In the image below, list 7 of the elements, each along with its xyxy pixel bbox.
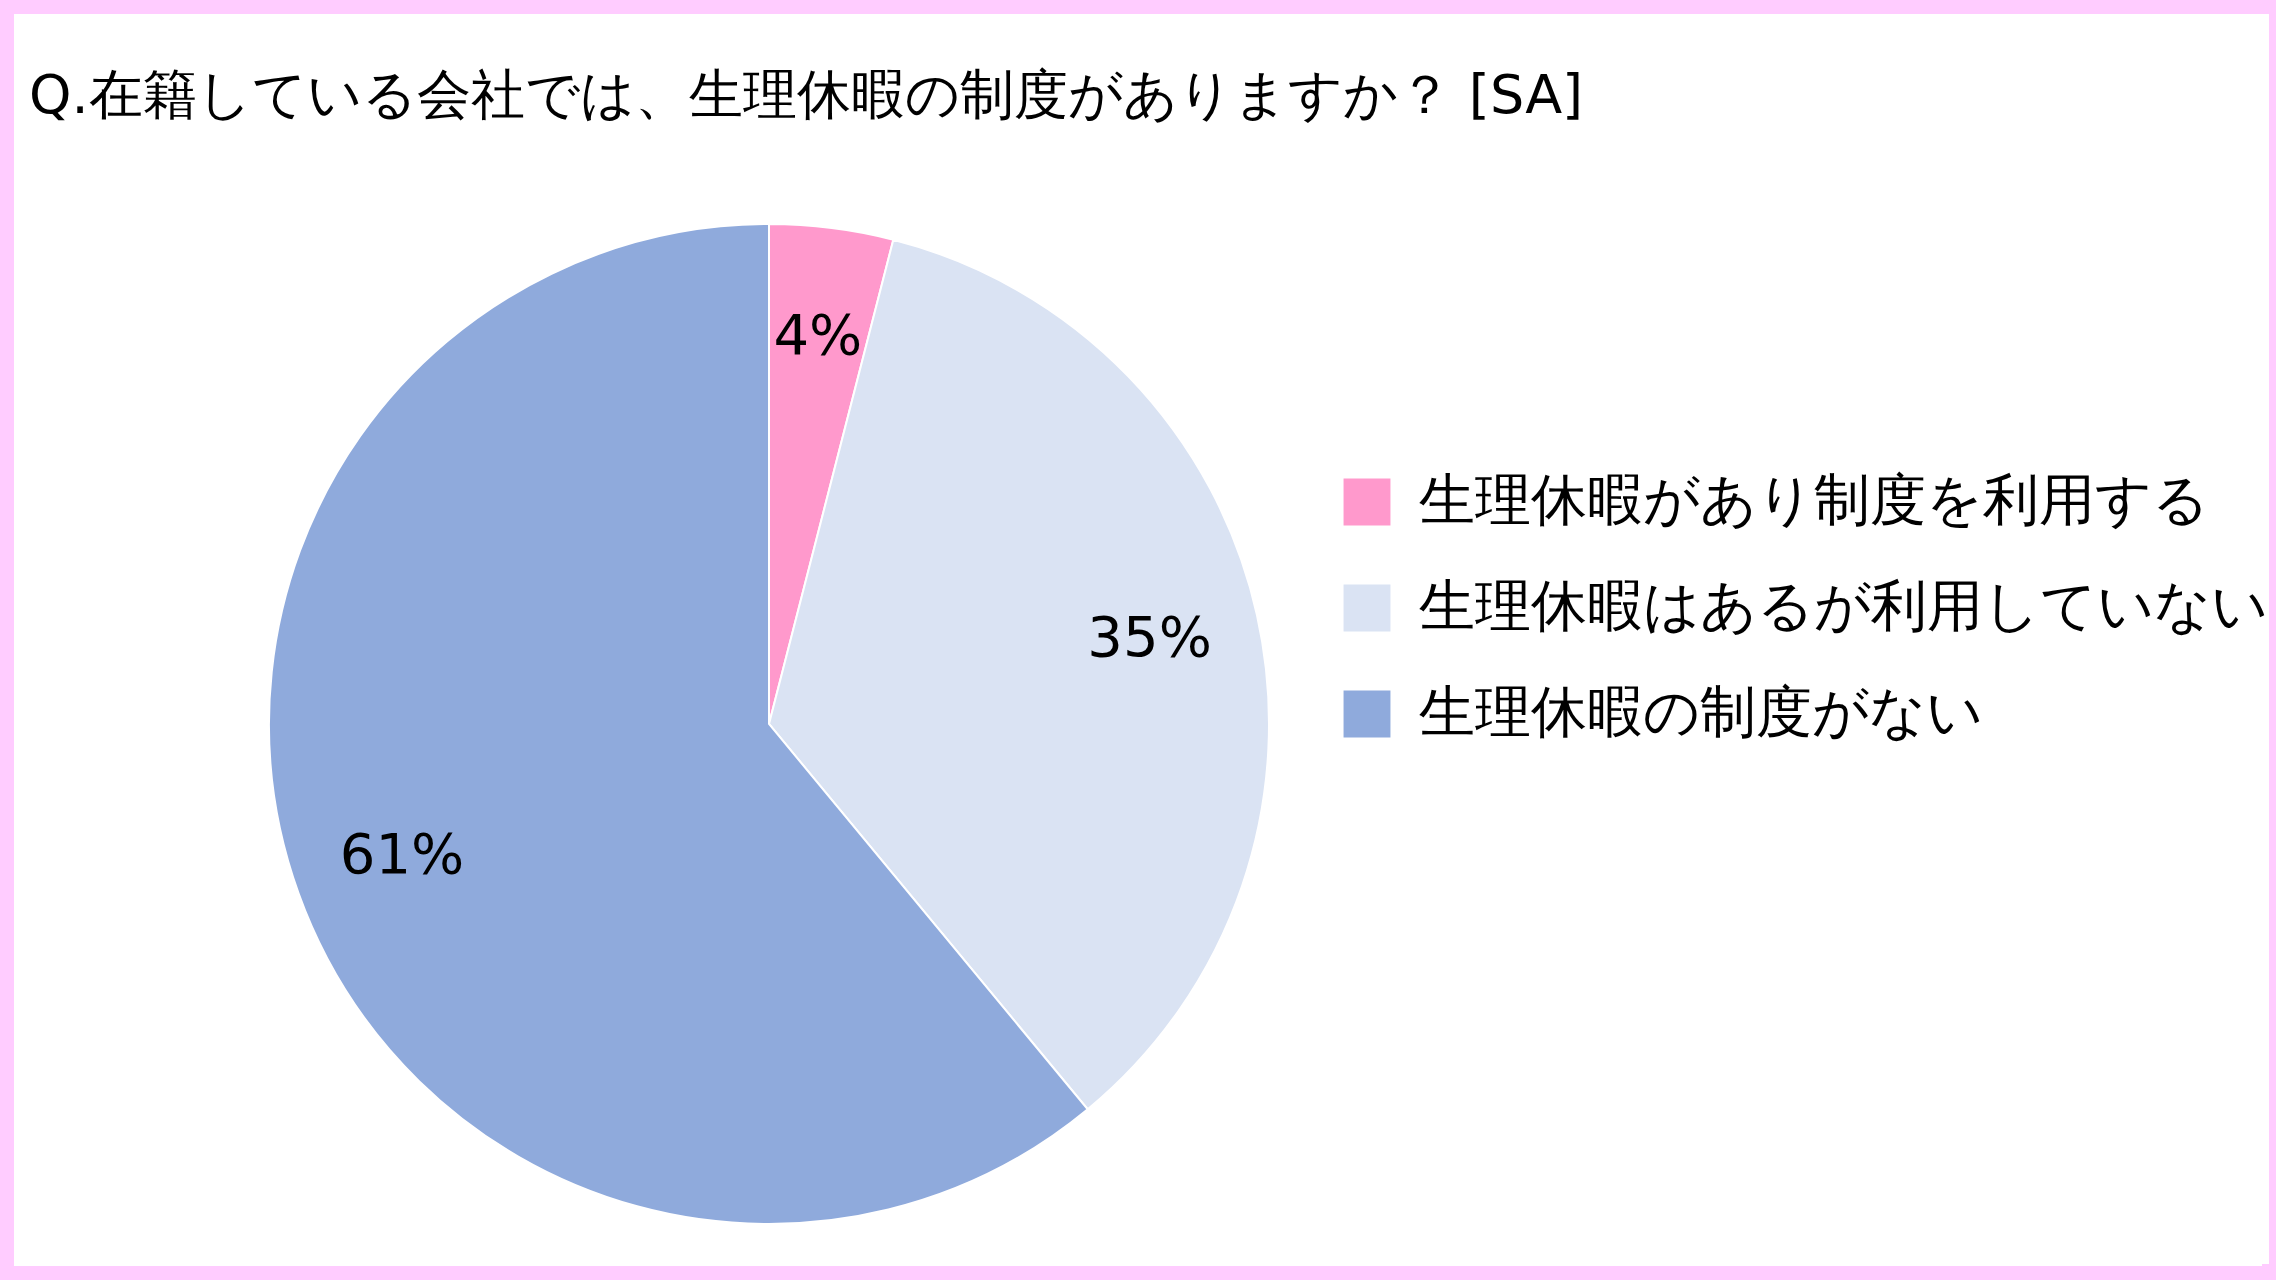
legend-label: 生理休暇の制度がない <box>1419 679 1983 744</box>
data-label: 4% <box>773 302 863 368</box>
legend-label: 生理休暇があり制度を利用する <box>1419 467 2209 532</box>
data-label: 61% <box>339 821 465 887</box>
chart-title: Q.在籍している会社では、生理休暇の制度がありますか？ [SA] <box>29 63 1584 126</box>
data-label: 35% <box>1087 603 1212 669</box>
legend-label: 生理休暇はあるが利用していない <box>1419 573 2268 638</box>
